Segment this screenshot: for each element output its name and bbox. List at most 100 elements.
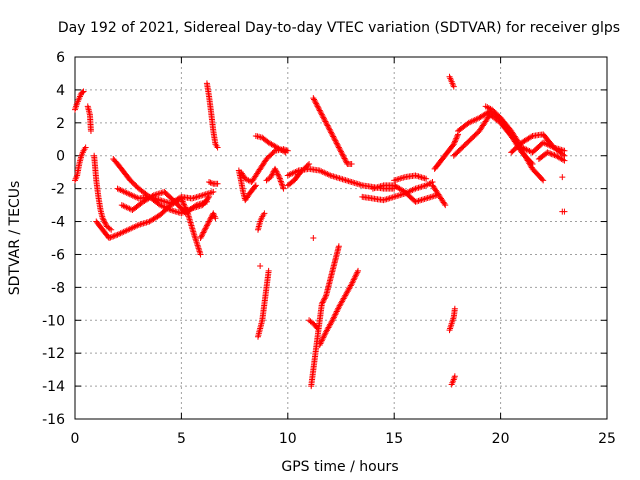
data-point bbox=[330, 134, 337, 141]
data-point bbox=[313, 100, 320, 107]
data-point bbox=[277, 176, 284, 183]
data-point bbox=[181, 202, 188, 209]
data-point bbox=[323, 121, 330, 128]
y-tick-label: -8 bbox=[51, 280, 65, 296]
data-point bbox=[320, 298, 327, 305]
data-point bbox=[268, 172, 275, 179]
data-point bbox=[278, 181, 285, 188]
data-point bbox=[111, 232, 118, 239]
data-point bbox=[318, 111, 325, 118]
data-point bbox=[257, 262, 264, 269]
data-point bbox=[330, 314, 337, 321]
data-point bbox=[336, 145, 343, 152]
data-point bbox=[547, 150, 554, 157]
data-point bbox=[544, 149, 551, 156]
data-point bbox=[314, 325, 321, 332]
data-point bbox=[108, 226, 115, 233]
data-point bbox=[325, 123, 332, 130]
data-point bbox=[322, 118, 329, 125]
data-point bbox=[561, 157, 568, 164]
y-tick-label: -2 bbox=[51, 182, 65, 198]
data-point bbox=[79, 89, 86, 96]
data-point bbox=[333, 308, 340, 315]
data-point bbox=[318, 110, 325, 117]
data-point bbox=[99, 215, 106, 222]
data-point bbox=[212, 215, 219, 222]
data-point bbox=[304, 162, 311, 169]
series-arc-15 bbox=[255, 210, 268, 233]
data-point bbox=[274, 170, 281, 177]
data-point bbox=[272, 167, 279, 174]
data-point bbox=[201, 226, 208, 233]
data-point bbox=[551, 152, 558, 159]
series-arc-37 bbox=[508, 131, 568, 159]
data-point bbox=[348, 160, 355, 167]
data-point bbox=[451, 373, 458, 380]
data-point bbox=[337, 147, 344, 154]
data-point bbox=[310, 95, 317, 102]
data-point bbox=[539, 176, 546, 183]
data-point bbox=[273, 168, 280, 175]
data-point bbox=[321, 295, 328, 302]
series-arc-9 bbox=[197, 210, 219, 241]
series-arc-26 bbox=[359, 179, 436, 204]
y-tick-label: -14 bbox=[42, 379, 65, 395]
data-point bbox=[450, 141, 457, 148]
data-point bbox=[338, 148, 344, 155]
data-point bbox=[453, 134, 460, 141]
data-point bbox=[451, 305, 458, 312]
series-arc-27 bbox=[369, 182, 440, 205]
data-point bbox=[330, 315, 337, 322]
data-point bbox=[550, 151, 557, 158]
chart-title: Day 192 of 2021, Sidereal Day-to-day VTE… bbox=[58, 20, 620, 36]
data-point bbox=[82, 144, 89, 151]
x-tick-label: 20 bbox=[492, 431, 510, 447]
data-point bbox=[561, 208, 568, 215]
data-point bbox=[452, 138, 458, 145]
y-tick-label: -16 bbox=[42, 412, 65, 428]
data-point bbox=[180, 199, 187, 206]
data-point bbox=[280, 185, 287, 192]
grid-lines bbox=[75, 57, 607, 419]
series-arc-3 bbox=[84, 103, 94, 135]
data-point bbox=[333, 140, 340, 147]
series-arc-22 bbox=[308, 243, 342, 390]
y-tick-label: -10 bbox=[42, 313, 65, 329]
data-point bbox=[334, 307, 341, 314]
data-point bbox=[311, 97, 318, 104]
data-point bbox=[306, 160, 313, 167]
data-point bbox=[450, 83, 457, 90]
data-point bbox=[318, 337, 325, 344]
data-point bbox=[265, 267, 272, 274]
data-point bbox=[322, 293, 329, 300]
data-point bbox=[321, 117, 328, 124]
data-point bbox=[275, 172, 282, 179]
data-point bbox=[342, 158, 349, 165]
y-tick-label: 2 bbox=[56, 116, 65, 132]
data-point bbox=[326, 126, 333, 133]
data-point bbox=[340, 152, 347, 159]
plot-frame bbox=[74, 56, 608, 420]
data-point bbox=[205, 195, 212, 202]
series-arc-38 bbox=[535, 149, 568, 164]
data-point bbox=[340, 154, 347, 161]
y-tick-label: 0 bbox=[56, 149, 65, 165]
data-point bbox=[339, 151, 346, 158]
data-point bbox=[200, 229, 207, 236]
data-point bbox=[197, 251, 204, 258]
x-tick-label: 5 bbox=[177, 431, 186, 447]
y-axis-label: SDTVAR / TECUs bbox=[7, 181, 23, 296]
data-point bbox=[261, 210, 268, 217]
data-point bbox=[319, 112, 326, 119]
data-point bbox=[331, 312, 338, 319]
data-point bbox=[545, 149, 552, 156]
data-point bbox=[316, 107, 323, 114]
data-point bbox=[197, 235, 204, 241]
data-point bbox=[100, 216, 107, 223]
data-point bbox=[350, 276, 357, 283]
series-arc-32 bbox=[446, 305, 458, 334]
data-point bbox=[317, 108, 324, 115]
data-point bbox=[327, 128, 334, 135]
series-arc-30 bbox=[431, 131, 462, 172]
data-point bbox=[203, 224, 210, 231]
